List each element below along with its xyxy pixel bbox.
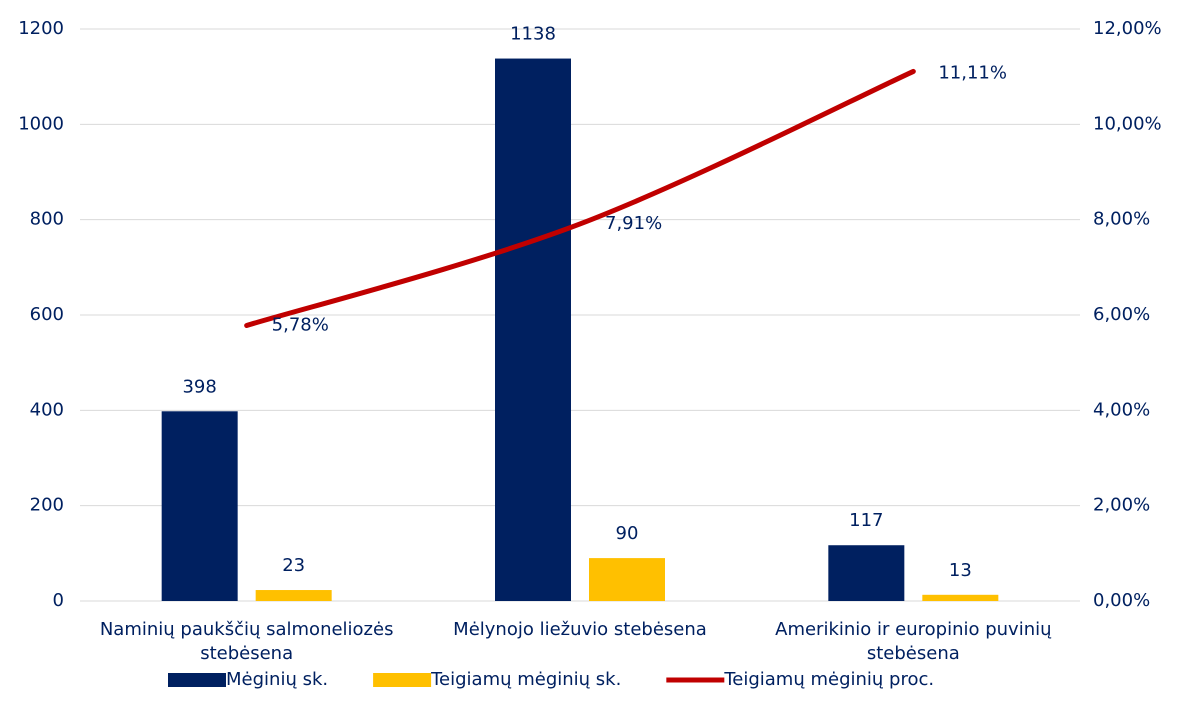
bar xyxy=(161,411,238,601)
data-label: 13 xyxy=(949,560,972,581)
legend-swatch xyxy=(373,673,432,687)
y2-tick-label: 4,00% xyxy=(1093,399,1150,420)
x-tick-label: Amerikinio ir europinio puvinių stebėsen… xyxy=(775,619,1052,664)
bar xyxy=(255,590,332,601)
y-tick-label: 0 xyxy=(53,590,64,611)
data-label: 90 xyxy=(616,523,639,544)
bar xyxy=(495,58,571,601)
bar xyxy=(828,545,905,601)
y-tick-label: 400 xyxy=(30,399,64,420)
legend-label: Teigiamų mėginių sk. xyxy=(430,669,621,690)
bar xyxy=(589,558,665,601)
x-tick-label: Mėlynojo liežuvio stebėsena xyxy=(453,619,707,640)
y-tick-label: 1200 xyxy=(18,18,64,39)
data-label: 11,11% xyxy=(938,62,1007,83)
x-tick-label: Naminių paukščių salmoneliozės stebėsena xyxy=(99,619,394,664)
data-label: 1138 xyxy=(510,24,556,45)
bar xyxy=(922,594,999,601)
y-tick-label: 800 xyxy=(30,209,64,230)
y2-tick-label: 8,00% xyxy=(1093,209,1150,230)
legend-label: Teigiamų mėginių proc. xyxy=(723,669,934,690)
y2-tick-label: 10,00% xyxy=(1093,113,1162,134)
data-label: 7,91% xyxy=(605,213,662,234)
y2-tick-label: 0,00% xyxy=(1093,590,1150,611)
data-label: 23 xyxy=(282,555,305,576)
legend-swatch xyxy=(168,673,226,687)
y-tick-label: 200 xyxy=(30,495,64,516)
data-label: 5,78% xyxy=(272,314,329,335)
y2-tick-label: 6,00% xyxy=(1093,304,1150,325)
data-label: 398 xyxy=(182,376,216,397)
line xyxy=(244,68,916,328)
data-label: 117 xyxy=(849,510,883,531)
y-tick-label: 1000 xyxy=(18,113,64,134)
y2-tick-label: 12,00% xyxy=(1093,18,1162,39)
y-tick-label: 600 xyxy=(30,304,64,325)
legend-label: Mėginių sk. xyxy=(226,669,328,690)
y2-tick-label: 2,00% xyxy=(1093,495,1150,516)
